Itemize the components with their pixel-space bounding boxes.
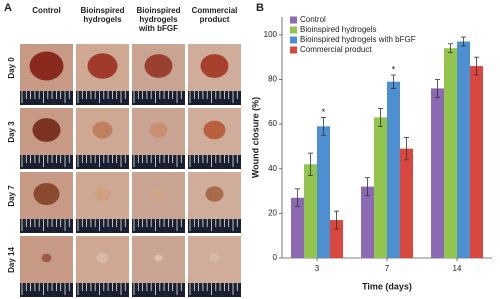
legend-swatch bbox=[290, 36, 297, 44]
ruler bbox=[132, 283, 185, 297]
error-bar bbox=[448, 43, 453, 54]
ruler bbox=[132, 91, 185, 105]
bar bbox=[304, 164, 317, 258]
bar bbox=[387, 81, 400, 259]
bar bbox=[291, 197, 304, 258]
bar bbox=[400, 148, 413, 258]
wound bbox=[154, 254, 163, 262]
x-tick-label: 7 bbox=[385, 264, 390, 273]
row-label: Day 3 bbox=[7, 121, 16, 143]
wound bbox=[209, 253, 220, 263]
bar bbox=[317, 126, 330, 258]
ruler bbox=[20, 155, 73, 169]
significance-label: * bbox=[322, 107, 326, 117]
wound bbox=[94, 187, 111, 201]
legend-label: Bioinspired hydrogels with bFGF bbox=[300, 35, 416, 44]
y-tick-label: 80 bbox=[268, 75, 277, 84]
row-label: Day 14 bbox=[7, 247, 16, 273]
panel-label: A bbox=[4, 2, 12, 14]
wound bbox=[92, 121, 113, 139]
wound bbox=[149, 122, 168, 138]
column-header: Bioinspired hydrogels with bFGF bbox=[136, 6, 181, 33]
column-header: Commercial product bbox=[191, 6, 238, 24]
legend-label: Bioinspired hydrogels bbox=[300, 25, 377, 34]
ruler bbox=[188, 219, 241, 233]
ruler bbox=[188, 155, 241, 169]
wound bbox=[96, 252, 109, 264]
legend-label: Commercial product bbox=[300, 45, 372, 54]
x-axis-label: Time (days) bbox=[362, 281, 412, 291]
wound bbox=[200, 54, 229, 78]
x-tick-label: 14 bbox=[453, 264, 462, 273]
error-bar bbox=[435, 79, 440, 98]
wound bbox=[29, 51, 64, 81]
ruler bbox=[76, 219, 129, 233]
panel-label: B bbox=[256, 2, 264, 14]
wound bbox=[151, 188, 166, 200]
error-bar bbox=[391, 74, 396, 89]
bar bbox=[457, 41, 470, 258]
ruler bbox=[20, 219, 73, 233]
wound bbox=[144, 54, 173, 78]
row-label: Day 7 bbox=[7, 185, 16, 207]
bar bbox=[361, 186, 374, 258]
wound bbox=[41, 253, 52, 263]
ruler bbox=[76, 155, 129, 169]
bar bbox=[431, 88, 444, 258]
y-tick-label: 100 bbox=[264, 30, 278, 39]
error-bar bbox=[474, 56, 479, 76]
error-bar bbox=[308, 152, 313, 176]
bar bbox=[470, 66, 483, 258]
y-tick-label: 40 bbox=[268, 164, 277, 173]
ruler bbox=[20, 91, 73, 105]
ruler bbox=[132, 155, 185, 169]
error-bar bbox=[295, 188, 300, 208]
significance-label: * bbox=[392, 64, 396, 74]
ruler bbox=[132, 219, 185, 233]
x-tick-label: 3 bbox=[315, 264, 320, 273]
bar bbox=[444, 48, 457, 259]
y-tick-label: 0 bbox=[273, 253, 278, 262]
error-bar bbox=[378, 108, 383, 127]
legend-label: Control bbox=[300, 15, 326, 24]
y-tick-label: 20 bbox=[268, 208, 277, 217]
column-header: Control bbox=[32, 6, 61, 15]
error-bar bbox=[365, 177, 370, 196]
y-axis-label: Wound closure (%) bbox=[250, 97, 260, 178]
legend-swatch bbox=[290, 26, 297, 34]
column-header: Bioinspired hydrogels bbox=[80, 6, 125, 24]
legend-swatch bbox=[290, 46, 297, 54]
error-bar bbox=[404, 137, 409, 161]
bar bbox=[330, 220, 343, 258]
wound bbox=[87, 53, 118, 79]
ruler bbox=[188, 91, 241, 105]
ruler bbox=[76, 91, 129, 105]
error-bar bbox=[321, 117, 326, 136]
row-label: Day 0 bbox=[7, 57, 16, 79]
ruler bbox=[20, 283, 73, 297]
error-bar bbox=[461, 36, 466, 47]
wound bbox=[32, 118, 61, 142]
bar bbox=[374, 117, 387, 259]
y-tick-label: 60 bbox=[268, 119, 277, 128]
legend-swatch bbox=[290, 16, 297, 24]
wound bbox=[203, 120, 226, 140]
ruler bbox=[188, 283, 241, 297]
wound bbox=[33, 182, 60, 206]
ruler bbox=[76, 283, 129, 297]
wound bbox=[205, 186, 224, 202]
error-bar bbox=[334, 210, 339, 230]
